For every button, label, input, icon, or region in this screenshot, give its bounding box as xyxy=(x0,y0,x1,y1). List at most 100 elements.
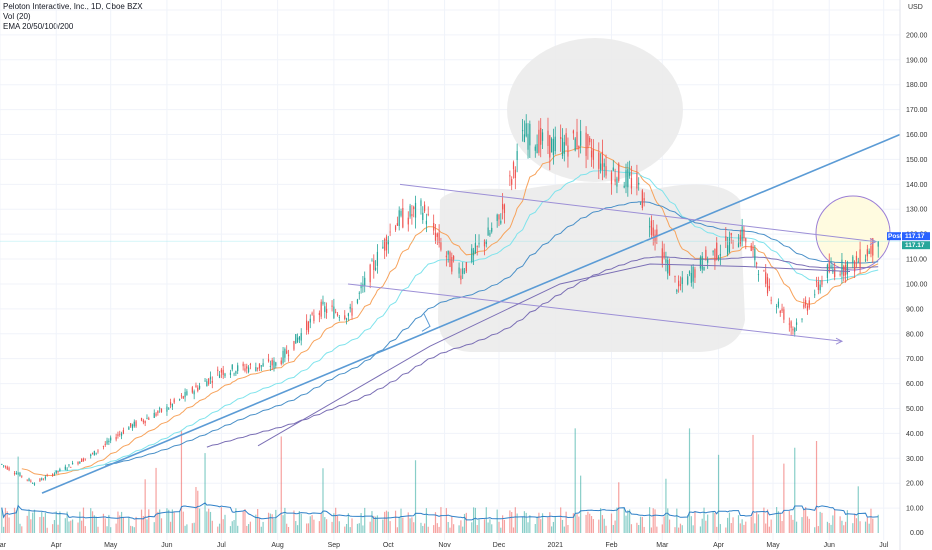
volume-bar xyxy=(678,527,680,533)
candle-body xyxy=(364,277,366,287)
candle-body xyxy=(451,257,453,272)
candle-body xyxy=(93,450,95,456)
volume-indicator-label[interactable]: Vol (20) xyxy=(3,12,31,21)
volume-bar xyxy=(534,524,536,533)
volume-bar xyxy=(356,523,359,533)
candle-body xyxy=(725,236,727,242)
candle-body xyxy=(817,281,819,291)
candle-body xyxy=(385,236,388,251)
volume-bar xyxy=(117,511,119,533)
candle-body xyxy=(102,446,105,447)
volume-bar xyxy=(630,524,633,533)
candle-body xyxy=(387,240,389,245)
volume-bar xyxy=(843,525,845,533)
volume-bar xyxy=(68,521,70,533)
candle-body xyxy=(13,473,16,474)
volume-bar xyxy=(55,511,57,533)
candle-body xyxy=(286,350,288,354)
volume-bar xyxy=(26,515,28,533)
volume-bar xyxy=(217,526,219,533)
candle-body xyxy=(222,369,224,375)
symbol-title[interactable]: Peloton Interactive, Inc., 1D, Cboe BZX xyxy=(3,2,143,11)
volume-bar xyxy=(701,518,703,533)
candle-body xyxy=(246,366,248,369)
candle-body xyxy=(53,473,56,475)
candle-body xyxy=(585,132,587,156)
volume-bar xyxy=(344,526,346,533)
volume-bar xyxy=(235,508,237,533)
volume-bar xyxy=(351,518,353,533)
volume-bar xyxy=(179,511,181,533)
volume-bar xyxy=(284,507,286,533)
candle-body xyxy=(119,433,121,435)
volume-bar xyxy=(153,522,155,533)
volume-bar xyxy=(565,511,567,533)
volume-bar xyxy=(541,513,544,533)
candle-body xyxy=(293,341,295,350)
volume-bar xyxy=(616,507,618,533)
candle-body xyxy=(625,170,627,187)
candle-body xyxy=(280,360,282,365)
volume-bar xyxy=(819,511,821,533)
volume-bar xyxy=(585,514,587,533)
candle-body xyxy=(117,434,119,436)
month-label: May xyxy=(766,542,780,549)
post-label: Post xyxy=(888,233,903,240)
candle-body xyxy=(705,249,707,259)
main-trendline xyxy=(41,133,901,494)
candle-body xyxy=(460,275,462,280)
candle-body xyxy=(120,433,123,436)
ema-indicator-label[interactable]: EMA 20/50/100/200 xyxy=(3,22,74,31)
candle-body xyxy=(389,231,391,233)
candle-body xyxy=(826,264,829,278)
volume-ma-line xyxy=(1,502,879,521)
volume-bar xyxy=(413,522,415,533)
volume-bar xyxy=(318,521,320,533)
candle-body xyxy=(745,238,747,243)
volume-bar xyxy=(623,507,625,533)
volume-bar xyxy=(8,517,10,533)
volume-bar xyxy=(717,454,720,533)
volume-bar xyxy=(503,519,506,533)
volume-bar xyxy=(538,512,540,533)
candle-body xyxy=(306,320,308,330)
volume-bar xyxy=(358,523,360,533)
volume-bar xyxy=(665,478,667,533)
candle-body xyxy=(133,421,135,427)
candle-body xyxy=(400,210,402,216)
volume-bar xyxy=(776,507,778,533)
month-label: Jul xyxy=(217,542,226,549)
volume-bar xyxy=(280,436,282,533)
volume-bar xyxy=(269,513,271,533)
volume-bar xyxy=(148,509,150,533)
volume-bar xyxy=(841,520,843,533)
candle-body xyxy=(623,185,625,188)
channel-upper-arrow xyxy=(869,238,878,246)
volume-bar xyxy=(699,526,702,533)
volume-bar xyxy=(322,468,324,533)
candle-body xyxy=(440,242,442,250)
candle-body xyxy=(525,123,527,137)
candle-body xyxy=(589,138,591,143)
highlight-ellipse-top xyxy=(507,38,683,182)
candle-body xyxy=(295,334,297,344)
post-tag xyxy=(887,232,901,241)
candle-body xyxy=(46,475,48,476)
volume-bar xyxy=(184,525,186,533)
volume-bar xyxy=(66,511,68,533)
volume-bar xyxy=(440,507,442,533)
price-tick-label: 140.00 xyxy=(906,182,928,189)
channel-upper xyxy=(399,183,876,243)
candle-body xyxy=(854,261,856,272)
candle-body xyxy=(15,472,17,475)
candle-body xyxy=(255,367,257,372)
candle-body xyxy=(445,255,447,258)
volume-bar xyxy=(859,521,861,533)
volume-bar xyxy=(687,514,689,533)
volume-bar xyxy=(336,515,339,533)
volume-bar xyxy=(222,519,224,533)
volume-bar xyxy=(667,508,669,533)
volume-bar xyxy=(244,509,246,533)
ema-20-line xyxy=(21,146,879,477)
